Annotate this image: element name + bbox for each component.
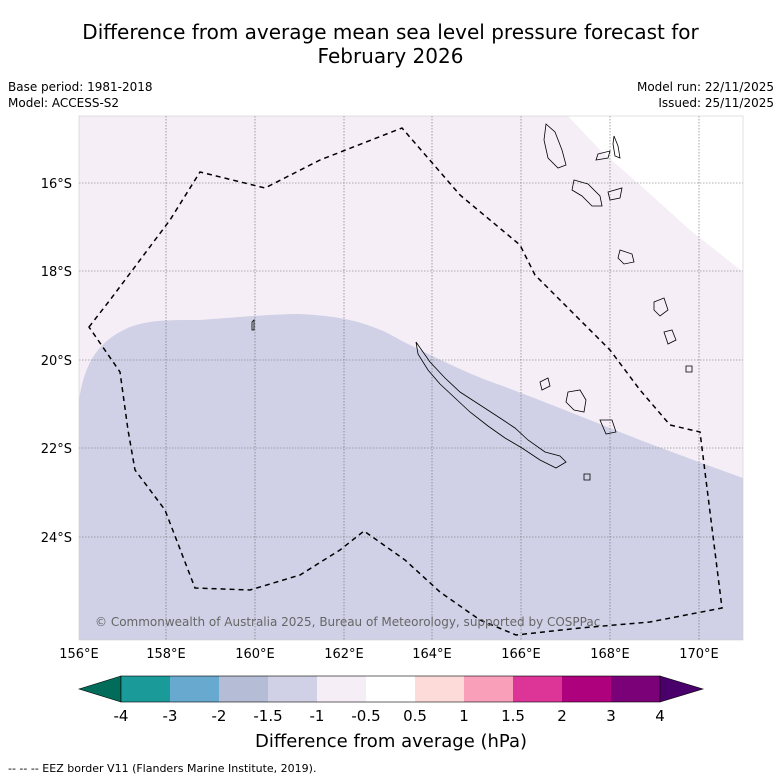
loyalty-island-1 bbox=[565, 389, 587, 413]
lat-tick-label: 20°S bbox=[41, 354, 72, 369]
colorbar-segment bbox=[611, 676, 661, 702]
lat-axis: 16°S 18°S 20°S 22°S 24°S bbox=[41, 177, 72, 546]
colorbar-segment bbox=[366, 676, 416, 702]
eez-boundary bbox=[88, 127, 723, 636]
colorbar-tick-label: -1 bbox=[310, 707, 325, 725]
isle-of-pines bbox=[583, 473, 591, 481]
vanuatu-island-2 bbox=[595, 150, 611, 161]
colorbar-segment bbox=[317, 676, 367, 702]
colorbar-segment bbox=[415, 676, 465, 702]
anomaly-band-medium bbox=[79, 314, 743, 640]
colorbar-tick-label: 1.5 bbox=[501, 707, 525, 725]
vanuatu-island-3 bbox=[612, 135, 621, 159]
colorbar-tick-label: 1 bbox=[459, 707, 469, 725]
colorbar-tick-label: -2 bbox=[212, 707, 227, 725]
vanuatu-island-1 bbox=[543, 123, 567, 169]
lat-tick-label: 18°S bbox=[41, 265, 72, 280]
colorbar-segment bbox=[268, 676, 318, 702]
colorbar-frame bbox=[120, 675, 661, 703]
lon-tick-label: 162°E bbox=[324, 647, 364, 662]
map-frame bbox=[78, 115, 744, 641]
colorbar-high-extend bbox=[659, 675, 705, 703]
eez-footnote: -- -- -- EEZ border V11 (Flanders Marine… bbox=[8, 762, 317, 775]
map-title-line2: February 2026 bbox=[317, 44, 464, 68]
vanuatu-island-5 bbox=[607, 187, 623, 201]
gridlines bbox=[79, 116, 743, 640]
colorbar-tick-label: -1.5 bbox=[253, 707, 282, 725]
vanuatu-island-6 bbox=[617, 249, 635, 265]
coastlines bbox=[251, 123, 693, 481]
colorbar-segment bbox=[121, 676, 171, 702]
colorbar-title: Difference from average (hPa) bbox=[255, 731, 527, 752]
colorbar-segment bbox=[562, 676, 612, 702]
lon-axis: 156°E 158°E 160°E 162°E 164°E 166°E 168°… bbox=[59, 647, 719, 662]
lon-tick-label: 170°E bbox=[679, 647, 719, 662]
colorbar-low-extend bbox=[77, 675, 122, 703]
chesterfield-island bbox=[251, 319, 255, 331]
colorbar-tick-label: 2 bbox=[557, 707, 567, 725]
lon-tick-label: 156°E bbox=[59, 647, 99, 662]
colorbar-tick-label: -0.5 bbox=[351, 707, 380, 725]
colorbar-segment bbox=[513, 676, 563, 702]
colorbar-segment bbox=[170, 676, 220, 702]
issued-label: Issued: 25/11/2025 bbox=[658, 96, 774, 110]
vanuatu-island-4 bbox=[571, 179, 603, 207]
small-islet bbox=[685, 365, 693, 373]
colorbar-tick-label: -3 bbox=[163, 707, 178, 725]
map-area: © Commonwealth of Australia 2025, Bureau… bbox=[79, 116, 743, 640]
lon-tick-label: 166°E bbox=[501, 647, 541, 662]
loyalty-island-2 bbox=[539, 377, 551, 391]
base-period-label: Base period: 1981-2018 bbox=[8, 80, 153, 94]
lon-tick-label: 164°E bbox=[412, 647, 452, 662]
lon-tick-label: 158°E bbox=[146, 647, 186, 662]
lat-tick-label: 16°S bbox=[41, 177, 72, 192]
model-run-label: Model run: 22/11/2025 bbox=[636, 80, 774, 94]
colorbar-tick-label: 3 bbox=[606, 707, 616, 725]
vanuatu-island-7 bbox=[653, 297, 669, 317]
colorbar-segment bbox=[464, 676, 514, 702]
copyright-notice: © Commonwealth of Australia 2025, Bureau… bbox=[95, 615, 600, 629]
vanuatu-island-8 bbox=[663, 329, 677, 345]
colorbar-tick-label: 4 bbox=[655, 707, 665, 725]
lon-tick-label: 168°E bbox=[590, 647, 630, 662]
colorbar-tick-label: -4 bbox=[114, 707, 129, 725]
lon-tick-label: 160°E bbox=[235, 647, 275, 662]
new-caledonia-coast bbox=[415, 341, 567, 469]
colorbar-segment bbox=[219, 676, 269, 702]
colorbar: -4 -3 -2 -1.5 -1 -0.5 0.5 1 1.5 2 3 4 bbox=[77, 675, 705, 725]
lat-tick-label: 22°S bbox=[41, 442, 72, 457]
colorbar-tick-label: 0.5 bbox=[403, 707, 427, 725]
lat-tick-label: 24°S bbox=[41, 531, 72, 546]
loyalty-island-3 bbox=[599, 419, 617, 435]
map-title-line1: Difference from average mean sea level p… bbox=[82, 20, 699, 44]
model-label: Model: ACCESS-S2 bbox=[8, 96, 120, 110]
